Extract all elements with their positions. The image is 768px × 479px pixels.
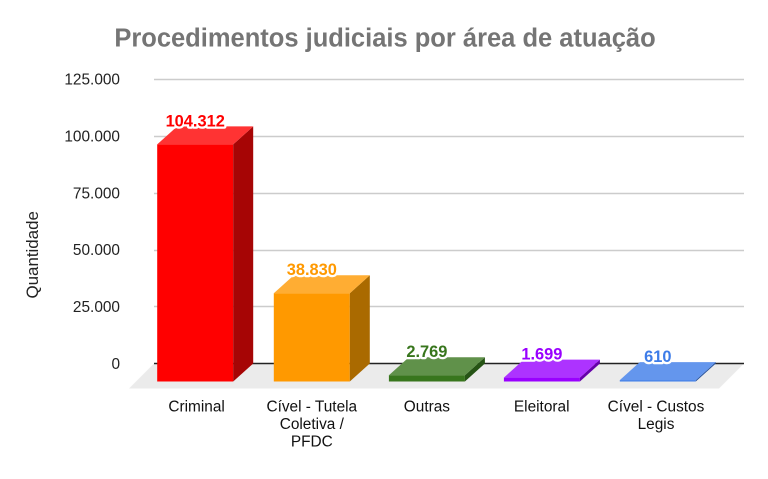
svg-text:Procedimentos judiciais por ár: Procedimentos judiciais por área de atua… [114,25,655,53]
svg-text:Eleitoral: Eleitoral [514,398,570,415]
svg-text:Coletiva /: Coletiva / [280,416,345,433]
svg-text:Criminal: Criminal [168,398,224,415]
svg-text:1.699: 1.699 [521,346,562,364]
svg-text:Outras: Outras [404,398,450,415]
svg-text:38.830: 38.830 [287,261,337,279]
svg-text:2.769: 2.769 [406,343,447,361]
svg-text:Quantidade: Quantidade [23,211,42,298]
svg-text:Legis: Legis [638,416,675,433]
svg-text:Cível - Custos: Cível - Custos [608,398,705,415]
svg-text:0: 0 [111,356,120,373]
svg-text:25.000: 25.000 [73,299,120,316]
svg-text:125.000: 125.000 [64,72,120,89]
svg-text:Cível - Tutela: Cível - Tutela [266,398,357,415]
svg-text:PFDC: PFDC [291,434,333,451]
svg-text:50.000: 50.000 [73,242,120,259]
svg-text:610: 610 [644,348,671,366]
svg-text:100.000: 100.000 [64,129,120,146]
svg-text:104.312: 104.312 [166,112,225,130]
svg-text:75.000: 75.000 [73,185,120,202]
